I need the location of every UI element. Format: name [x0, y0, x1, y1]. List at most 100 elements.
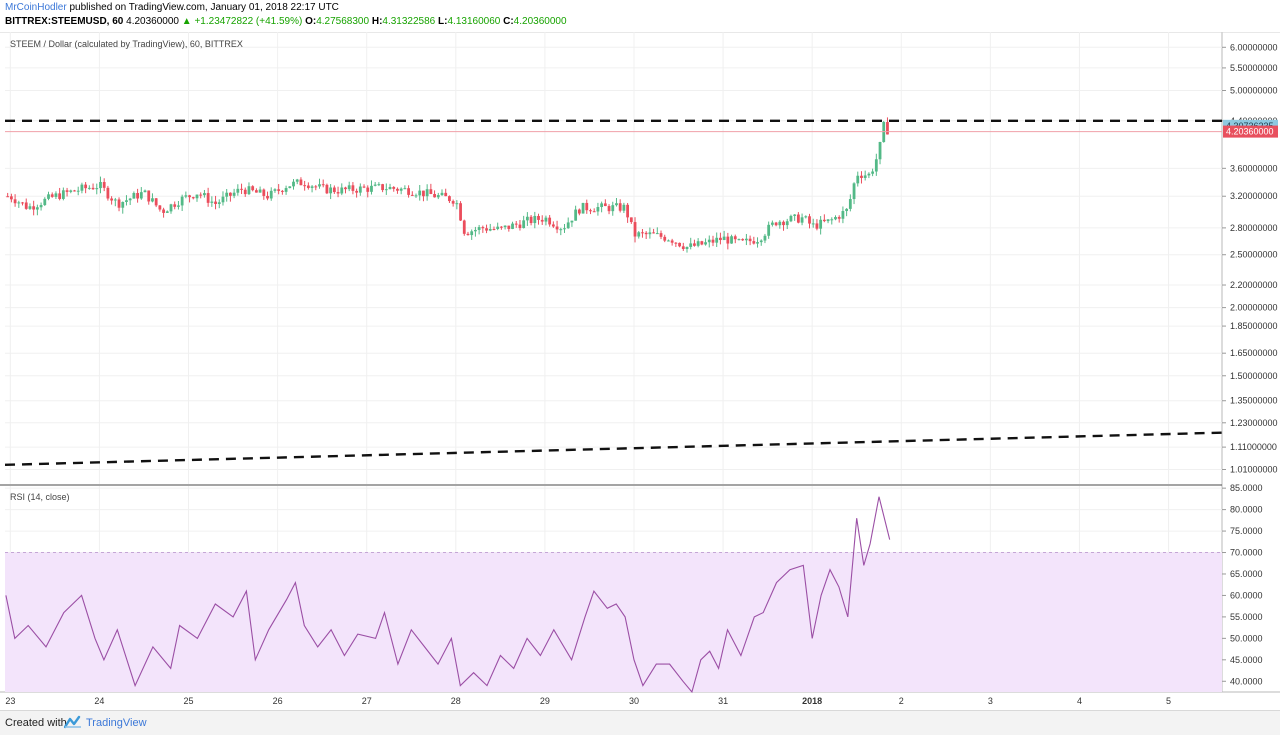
candle-up — [722, 236, 726, 241]
candle-up — [125, 200, 128, 202]
candle-up — [852, 183, 856, 200]
candle-up — [667, 240, 670, 242]
candle-down — [392, 187, 396, 189]
candle-up — [258, 189, 262, 193]
tradingview-logo-icon[interactable] — [63, 715, 82, 732]
candle-up — [637, 232, 641, 237]
candle-up — [470, 231, 474, 236]
candle-up — [288, 186, 292, 189]
candle-up — [295, 179, 299, 182]
candle-down — [429, 189, 433, 195]
candle-up — [744, 238, 748, 241]
candle-down — [433, 194, 436, 198]
candle-down — [700, 241, 704, 245]
open-label: O: — [305, 16, 317, 27]
candle-up — [496, 226, 500, 230]
candle-up — [689, 243, 693, 247]
candle-down — [117, 199, 121, 208]
low-label: L: — [438, 16, 448, 27]
candle-down — [303, 185, 307, 187]
candle-down — [589, 210, 592, 212]
candle-up — [113, 199, 117, 201]
candle-up — [284, 188, 288, 192]
candle-down — [396, 188, 399, 191]
author-link[interactable]: MrCoinHodler — [5, 2, 67, 13]
candle-up — [611, 205, 615, 212]
candle-down — [451, 201, 455, 204]
candle-up — [474, 229, 477, 232]
candle-down — [243, 189, 247, 195]
candle-up — [347, 185, 351, 190]
candle-up — [503, 225, 507, 228]
rsi-tick-label: 85.0000 — [1230, 483, 1263, 493]
candle-up — [232, 192, 236, 196]
candle-up — [425, 189, 429, 197]
candle-down — [13, 199, 17, 204]
candle-up — [370, 185, 373, 192]
candle-up — [132, 193, 136, 199]
tradingview-link[interactable]: TradingView — [86, 717, 147, 729]
time-tick-label: 25 — [184, 696, 194, 706]
candle-down — [191, 197, 195, 199]
candle-down — [678, 242, 681, 247]
candle-down — [50, 194, 54, 197]
candle-down — [24, 202, 28, 209]
chart-area[interactable]: 6.000000005.500000005.000000004.40000000… — [0, 32, 1280, 710]
candle-down — [860, 175, 863, 178]
candle-down — [58, 193, 62, 199]
candle-down — [652, 232, 655, 234]
candle-down — [681, 246, 685, 250]
candle-down — [626, 204, 630, 218]
candle-up — [533, 215, 537, 224]
candle-up — [685, 246, 689, 250]
candle-down — [551, 224, 555, 227]
chart-header: MrCoinHodler published on TradingView.co… — [0, 0, 1280, 32]
candle-down — [585, 202, 589, 211]
candle-up — [377, 184, 381, 186]
candle-down — [459, 203, 462, 221]
candle-up — [87, 187, 91, 189]
candle-down — [199, 194, 203, 196]
candle-up — [455, 203, 459, 205]
candle-up — [54, 193, 58, 197]
candle-down — [822, 219, 826, 222]
price-tick-label: 5.50000000 — [1230, 63, 1278, 73]
candle-up — [759, 240, 763, 243]
candle-down — [641, 232, 644, 234]
candle-down — [555, 226, 559, 230]
candle-up — [596, 207, 600, 212]
candle-up — [841, 211, 845, 219]
candle-down — [422, 190, 425, 197]
candle-up — [715, 237, 719, 243]
rsi-band — [5, 552, 1222, 692]
candle-up — [830, 219, 834, 221]
candle-down — [214, 201, 217, 204]
created-with-text: Created with — [5, 717, 67, 729]
candle-down — [173, 204, 177, 207]
time-tick-label: 28 — [451, 696, 461, 706]
candle-up — [622, 204, 626, 211]
candle-up — [221, 196, 225, 203]
candle-up — [867, 173, 871, 176]
high-value: 4.31322586 — [382, 16, 436, 27]
low-value: 4.13160060 — [447, 16, 501, 27]
candle-down — [321, 184, 325, 186]
candle-up — [863, 175, 867, 178]
candle-up — [845, 208, 849, 212]
candle-up — [184, 195, 188, 197]
candle-down — [65, 190, 69, 192]
candle-up — [217, 202, 221, 204]
candle-up — [121, 201, 125, 208]
candle-down — [540, 219, 544, 222]
candle-down — [711, 239, 715, 243]
candle-down — [741, 239, 745, 241]
symbol-line: BITTREX:STEEMUSD, 60 4.20360000 ▲ +1.234… — [5, 16, 567, 28]
price-tick-label: 3.20000000 — [1230, 191, 1278, 201]
chart-svg[interactable]: 6.000000005.500000005.000000004.40000000… — [0, 32, 1280, 710]
rsi-line — [5, 496, 891, 694]
candle-up — [804, 216, 808, 218]
price-tick-label: 1.35000000 — [1230, 396, 1278, 406]
up-arrow-icon: ▲ — [181, 16, 192, 27]
candle-up — [373, 184, 377, 186]
candle-up — [737, 239, 741, 241]
